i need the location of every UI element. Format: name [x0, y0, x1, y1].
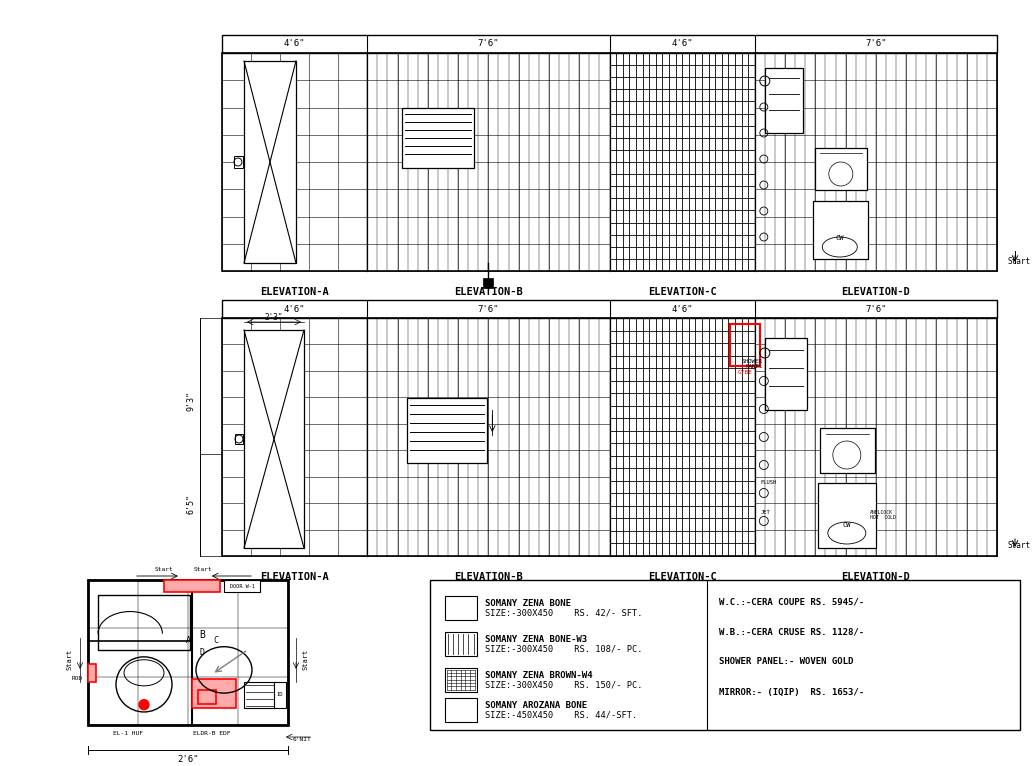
Text: 6'5": 6'5"	[187, 493, 196, 514]
Bar	[224, 580, 260, 592]
Text: ELEVATION-C: ELEVATION-C	[648, 572, 716, 582]
Text: ROD: ROD	[72, 676, 83, 681]
Bar	[275, 682, 286, 708]
Text: 2'3": 2'3"	[265, 313, 283, 322]
Text: ELEVATION-C: ELEVATION-C	[648, 287, 716, 297]
Text: ELEVATION-A: ELEVATION-A	[260, 572, 329, 582]
Bar	[402, 108, 475, 168]
Text: 4'6": 4'6"	[284, 305, 305, 313]
Bar	[765, 338, 807, 410]
Text: SIZE:-300X450    RS. 42/- SFT.: SIZE:-300X450 RS. 42/- SFT.	[485, 608, 643, 617]
Text: ELDR-B EDF: ELDR-B EDF	[193, 731, 231, 736]
Bar	[430, 580, 1020, 730]
Bar	[222, 318, 997, 556]
Circle shape	[139, 699, 149, 710]
Text: W.C.:-CERA COUPE RS. 5945/-: W.C.:-CERA COUPE RS. 5945/-	[719, 597, 865, 607]
Bar	[88, 664, 96, 682]
Text: MIRROR:- (IQIP)  RS. 1653/-: MIRROR:- (IQIP) RS. 1653/-	[719, 688, 865, 696]
Text: 9'3": 9'3"	[187, 391, 196, 411]
Text: 4'6": 4'6"	[284, 40, 305, 48]
Text: GYBE: GYBE	[737, 370, 752, 375]
Bar	[235, 434, 243, 444]
Bar	[244, 330, 304, 548]
Bar	[445, 668, 477, 692]
Text: CW: CW	[842, 522, 851, 528]
Bar	[244, 61, 296, 263]
Text: W.B.:-CERA CRUSE RS. 1128/-: W.B.:-CERA CRUSE RS. 1128/-	[719, 627, 865, 637]
Text: 7'6": 7'6"	[478, 40, 499, 48]
Text: Start: Start	[1007, 542, 1030, 551]
Text: A: A	[186, 637, 191, 646]
Text: ANELCOCK
HOT  COLD: ANELCOCK HOT COLD	[870, 509, 896, 520]
Bar	[198, 690, 216, 704]
Bar	[445, 632, 477, 656]
Text: ELEVATION-A: ELEVATION-A	[260, 287, 329, 297]
Bar	[222, 300, 997, 318]
Bar	[164, 580, 220, 592]
Bar	[483, 278, 493, 288]
Text: B: B	[199, 630, 205, 640]
Bar	[408, 398, 487, 463]
Bar	[445, 596, 477, 620]
Text: SIZE:-300X450    RS. 150/- PC.: SIZE:-300X450 RS. 150/- PC.	[485, 680, 643, 689]
Bar	[222, 53, 997, 271]
Text: 7'6": 7'6"	[478, 305, 499, 313]
Text: SIZE:-450X450    RS. 44/-SFT.: SIZE:-450X450 RS. 44/-SFT.	[485, 711, 637, 719]
Bar	[222, 35, 997, 53]
Text: ELEVATION-D: ELEVATION-D	[841, 287, 910, 297]
Bar	[817, 483, 876, 548]
Text: JET: JET	[761, 510, 771, 516]
Text: SHOWER PANEL:- WOVEN GOLD: SHOWER PANEL:- WOVEN GOLD	[719, 657, 853, 666]
Text: C: C	[214, 637, 219, 646]
Text: CW: CW	[836, 235, 844, 241]
Text: ELEVATION-B: ELEVATION-B	[454, 287, 523, 297]
Bar	[98, 595, 190, 650]
Text: SHOWER
PANEL: SHOWER PANEL	[742, 358, 763, 369]
Text: 2'6": 2'6"	[178, 755, 199, 764]
Bar	[815, 148, 867, 190]
Bar	[819, 428, 875, 473]
Text: 4'6": 4'6"	[672, 40, 692, 48]
Text: SOMANY ZENA BONE: SOMANY ZENA BONE	[485, 598, 571, 607]
Bar	[730, 324, 760, 366]
Text: EL-1 HUF: EL-1 HUF	[112, 731, 143, 736]
Text: SOMANY AROZANA BONE: SOMANY AROZANA BONE	[485, 700, 587, 709]
Text: DOOR W-1: DOOR W-1	[229, 584, 255, 588]
Bar	[765, 68, 803, 133]
Text: Start: Start	[67, 649, 73, 670]
Bar	[813, 201, 868, 259]
Text: Start: Start	[194, 567, 213, 572]
Bar	[244, 682, 276, 708]
Text: SOMANY ZENA BONE-W3: SOMANY ZENA BONE-W3	[485, 634, 587, 643]
Text: 6'NIT: 6'NIT	[293, 737, 312, 742]
Text: Start: Start	[303, 649, 309, 670]
Text: ELEVATION-D: ELEVATION-D	[841, 572, 910, 582]
Bar	[234, 156, 243, 168]
Text: 7'6": 7'6"	[865, 305, 886, 313]
Text: SOMANY ZENA BROWN-W4: SOMANY ZENA BROWN-W4	[485, 670, 592, 679]
Text: Start: Start	[155, 567, 173, 572]
Text: FLUSH: FLUSH	[761, 480, 777, 486]
Text: D: D	[199, 648, 204, 657]
Text: SIZE:-300X450    RS. 108/- PC.: SIZE:-300X450 RS. 108/- PC.	[485, 644, 643, 653]
Bar	[192, 679, 236, 708]
Text: Start: Start	[1007, 257, 1030, 266]
Bar	[445, 698, 477, 722]
Text: ELEVATION-B: ELEVATION-B	[454, 572, 523, 582]
Text: ID: ID	[277, 692, 283, 697]
Text: 7'6": 7'6"	[865, 40, 886, 48]
Text: 4'6": 4'6"	[672, 305, 692, 313]
Bar	[88, 580, 288, 725]
